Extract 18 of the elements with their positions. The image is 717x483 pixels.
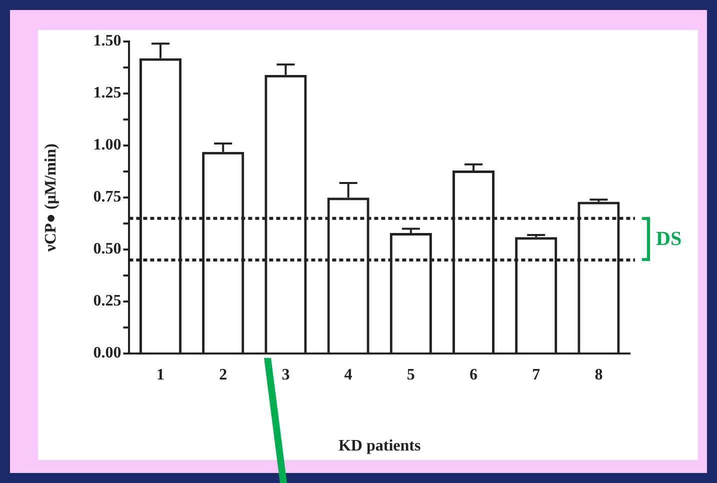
y-tick-label: 1.50 <box>93 32 122 50</box>
x-axis-title: KD patients <box>338 438 421 455</box>
y-tick-label: 0.25 <box>93 292 122 310</box>
x-tick-label: 3 <box>282 366 290 384</box>
y-tick-label: 0.00 <box>93 344 122 362</box>
y-axis-title: νCP● (μM/min) <box>42 144 60 253</box>
x-tick-label: 6 <box>470 366 478 384</box>
x-tick-label: 8 <box>594 366 603 384</box>
x-tick-label: 7 <box>532 366 540 384</box>
y-tick-label: 1.00 <box>93 136 122 154</box>
x-tick-label: 4 <box>344 366 352 384</box>
y-tick-label: 0.50 <box>93 240 122 258</box>
x-tick-label: 1 <box>156 366 164 384</box>
x-tick-label: 2 <box>219 366 228 384</box>
y-tick-label: 1.25 <box>93 84 122 102</box>
x-tick-label: 5 <box>406 366 415 384</box>
y-tick-label: 0.75 <box>93 188 122 206</box>
text: DS <box>656 228 682 250</box>
